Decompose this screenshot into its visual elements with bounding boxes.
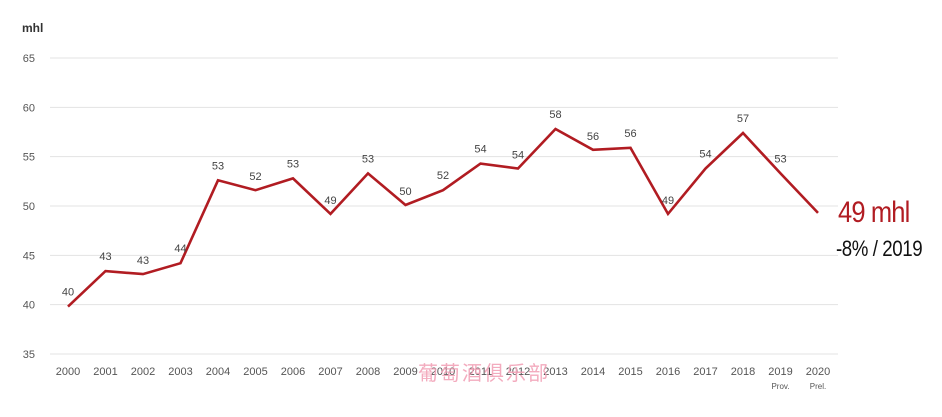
x-tick-label: 2006 bbox=[281, 366, 305, 378]
data-label: 43 bbox=[99, 251, 111, 263]
x-tick-label: 2019 bbox=[768, 366, 792, 378]
y-axis-ticks: 35 40 45 50 55 60 65 bbox=[23, 53, 35, 361]
x-tick-label: 2002 bbox=[131, 366, 155, 378]
y-tick-label: 40 bbox=[23, 300, 35, 312]
data-label: 54 bbox=[474, 144, 486, 156]
data-label: 44 bbox=[174, 243, 186, 255]
x-tick-sublabel: Prel. bbox=[810, 382, 826, 391]
data-labels: 40 43 43 44 53 52 53 49 53 50 52 54 54 58 56 56 49 54 57 53 bbox=[62, 109, 787, 299]
x-tick-label: 2020 bbox=[806, 366, 830, 378]
x-tick-label: 2010 bbox=[431, 366, 455, 378]
data-label: 54 bbox=[699, 149, 711, 161]
data-label: 56 bbox=[587, 131, 599, 143]
callout-value: 49 mhl bbox=[838, 196, 910, 229]
y-tick-label: 45 bbox=[23, 250, 35, 262]
y-tick-label: 55 bbox=[23, 152, 35, 164]
data-label: 49 bbox=[662, 195, 674, 207]
data-label: 53 bbox=[212, 160, 224, 172]
data-label: 54 bbox=[512, 150, 524, 162]
x-tick-label: 2016 bbox=[656, 366, 680, 378]
x-tick-label: 2014 bbox=[581, 366, 605, 378]
x-tick-label: 2003 bbox=[168, 366, 192, 378]
data-label: 50 bbox=[399, 186, 411, 198]
x-tick-label: 2005 bbox=[243, 366, 267, 378]
x-tick-label: 2018 bbox=[731, 366, 755, 378]
data-label: 58 bbox=[549, 109, 561, 121]
data-label: 43 bbox=[137, 255, 149, 267]
x-tick-label: 2011 bbox=[469, 366, 493, 378]
series-line bbox=[67, 127, 819, 308]
x-tick-label: 2009 bbox=[393, 366, 417, 378]
data-label: 53 bbox=[774, 153, 786, 165]
data-label: 56 bbox=[624, 128, 636, 140]
y-tick-label: 35 bbox=[23, 349, 35, 361]
y-tick-label: 65 bbox=[23, 53, 35, 65]
x-tick-sublabel: Prov. bbox=[771, 382, 789, 391]
x-tick-label: 2001 bbox=[93, 366, 117, 378]
data-label: 52 bbox=[437, 170, 449, 182]
y-tick-label: 60 bbox=[23, 102, 35, 114]
x-tick-label: 2000 bbox=[56, 366, 80, 378]
data-label: 40 bbox=[62, 287, 74, 299]
y-tick-label: 50 bbox=[23, 201, 35, 213]
x-axis-ticks: 2000 2001 2002 2003 2004 2005 2006 2007 2008 2009… bbox=[56, 366, 830, 391]
data-label: 53 bbox=[362, 153, 374, 165]
x-tick-label: 2012 bbox=[506, 366, 530, 378]
y-axis-unit-label: mhl bbox=[22, 21, 43, 35]
watermark: 葡萄酒俱乐部 bbox=[418, 361, 550, 385]
x-tick-label: 2013 bbox=[543, 366, 567, 378]
gridlines bbox=[50, 57, 838, 355]
x-tick-label: 2017 bbox=[693, 366, 717, 378]
x-tick-label: 2007 bbox=[318, 366, 342, 378]
data-label: 57 bbox=[737, 113, 749, 125]
callout-change: -8% / 2019 bbox=[836, 236, 923, 261]
series-line-path bbox=[67, 127, 819, 308]
x-tick-label: 2004 bbox=[206, 366, 230, 378]
data-label: 52 bbox=[249, 171, 261, 183]
x-tick-label: 2015 bbox=[618, 366, 642, 378]
data-label: 49 bbox=[324, 195, 336, 207]
x-tick-label: 2008 bbox=[356, 366, 380, 378]
data-label: 53 bbox=[287, 158, 299, 170]
